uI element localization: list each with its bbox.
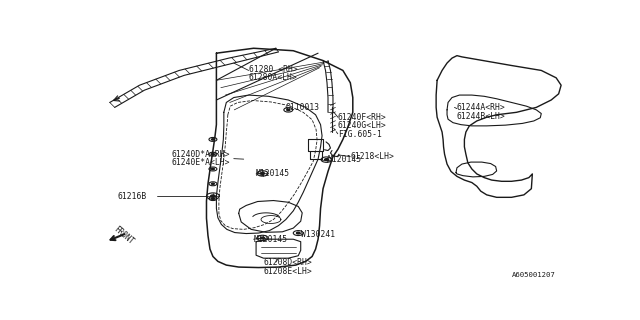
Circle shape — [212, 139, 214, 140]
Text: 61280A<LH>: 61280A<LH> — [249, 73, 298, 82]
Circle shape — [296, 232, 300, 234]
Circle shape — [211, 195, 215, 197]
Circle shape — [212, 168, 214, 170]
Text: FIG.605-1: FIG.605-1 — [338, 130, 382, 139]
Text: Q110013: Q110013 — [286, 103, 320, 112]
Circle shape — [287, 109, 290, 111]
Text: 61240G<LH>: 61240G<LH> — [338, 121, 387, 130]
Circle shape — [212, 198, 214, 199]
Circle shape — [324, 159, 328, 161]
Text: FRONT: FRONT — [112, 225, 136, 246]
Text: M120145: M120145 — [253, 235, 288, 244]
Text: 61240D*A<RH>: 61240D*A<RH> — [172, 150, 230, 159]
Text: 61216B: 61216B — [117, 192, 147, 201]
Text: 61218<LH>: 61218<LH> — [350, 152, 394, 161]
Text: 61240F<RH>: 61240F<RH> — [338, 113, 387, 122]
Text: M120145: M120145 — [256, 169, 290, 179]
Text: 61208E<LH>: 61208E<LH> — [264, 267, 312, 276]
Text: 61244B<LH>: 61244B<LH> — [457, 111, 506, 121]
Text: 61280 <RH>: 61280 <RH> — [249, 65, 298, 74]
Circle shape — [260, 237, 264, 239]
Circle shape — [212, 154, 214, 155]
Text: W130241: W130241 — [301, 230, 335, 239]
Text: 61240E*A<LH>: 61240E*A<LH> — [172, 158, 230, 167]
Text: A605001207: A605001207 — [511, 272, 556, 278]
Text: 61208D<RH>: 61208D<RH> — [264, 258, 312, 267]
Circle shape — [260, 172, 264, 174]
Text: M120145: M120145 — [328, 155, 362, 164]
Circle shape — [212, 183, 214, 184]
Text: 61244A<RH>: 61244A<RH> — [457, 103, 506, 112]
